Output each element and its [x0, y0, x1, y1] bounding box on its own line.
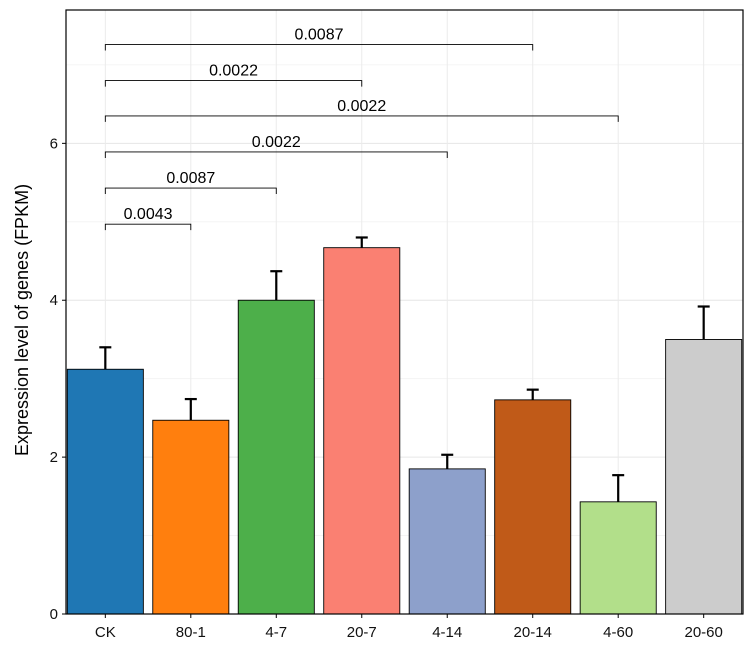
bar-CK	[66, 368, 144, 615]
plot-panel-border	[65, 9, 744, 615]
p-value-label-4-60: 0.0022	[337, 98, 386, 115]
bar-20-14	[494, 399, 572, 615]
significance-bracket-4-14	[104, 151, 448, 158]
x-tick-label: 20-14	[514, 624, 552, 641]
significance-bracket-4-60	[104, 115, 619, 122]
p-value-label-80-1: 0.0043	[124, 206, 173, 223]
bar-20-7	[323, 247, 401, 615]
bar-4-7	[237, 299, 315, 615]
y-tick-label: 4	[50, 292, 58, 309]
bar-4-60	[579, 501, 657, 615]
p-value-label-4-14: 0.0022	[252, 134, 301, 151]
x-tick-label: 4-7	[265, 624, 287, 641]
x-tick-label: 80-1	[176, 624, 206, 641]
y-tick-label: 0	[50, 606, 58, 623]
x-tick-label: CK	[95, 624, 116, 641]
errorbar-layer	[99, 236, 710, 502]
significance-bracket-20-7	[104, 80, 363, 87]
significance-layer: 0.0043 0.0087 0.0022 0.0022 0.0022 0.0087	[104, 27, 619, 231]
p-value-label-20-7: 0.0022	[209, 63, 258, 80]
p-value-label-4-7: 0.0087	[166, 170, 215, 187]
y-tick-label: 6	[50, 135, 58, 152]
x-tick-label: 20-7	[347, 624, 377, 641]
significance-bracket-20-14	[104, 44, 534, 51]
y-tick-label: 2	[50, 449, 58, 466]
bar-80-1	[152, 419, 230, 615]
bar-4-14	[408, 468, 486, 615]
significance-bracket-80-1	[104, 223, 192, 231]
x-tick-label: 20-60	[684, 624, 722, 641]
x-tick-label: 4-60	[603, 624, 633, 641]
axis-layer: 0 2 4 6 CK 80-1 4-7 20-7 4-14 20-14 4-60 20-60	[50, 135, 723, 641]
x-tick-label: 4-14	[432, 624, 462, 641]
bar-20-60	[665, 339, 743, 615]
bar-layer	[66, 247, 743, 615]
p-value-label-20-14: 0.0087	[295, 27, 344, 44]
y-axis-title: Expression level of genes (FPKM)	[12, 184, 32, 456]
significance-bracket-4-7	[104, 187, 277, 195]
